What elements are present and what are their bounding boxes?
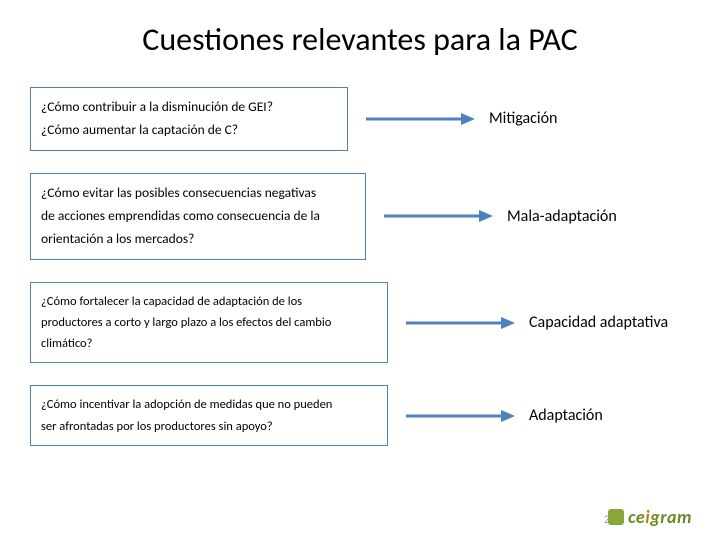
question-line: ¿Cómo incentivar la adopción de medidas … bbox=[41, 394, 377, 415]
arrow-icon bbox=[366, 111, 475, 127]
question-line: de acciones emprendidas como consecuenci… bbox=[41, 205, 355, 228]
category-label: Mala-adaptación bbox=[507, 207, 617, 226]
question-box: ¿Cómo fortalecer la capacidad de adaptac… bbox=[30, 282, 388, 364]
content-row: ¿Cómo fortalecer la capacidad de adaptac… bbox=[30, 282, 690, 364]
content-row: ¿Cómo evitar las posibles consecuencias … bbox=[30, 173, 690, 260]
question-box: ¿Cómo incentivar la adopción de medidas … bbox=[30, 385, 388, 446]
question-line: climático? bbox=[41, 333, 377, 354]
question-line: ¿Cómo fortalecer la capacidad de adaptac… bbox=[41, 291, 377, 312]
category-label: Capacidad adaptativa bbox=[529, 313, 668, 332]
logo-text-post: gram bbox=[650, 506, 692, 528]
logo-text: ceigram bbox=[628, 506, 692, 528]
question-line: ser afrontadas por los productores sin a… bbox=[41, 416, 377, 437]
arrow-icon bbox=[406, 315, 515, 331]
question-line: ¿Cómo evitar las posibles consecuencias … bbox=[41, 182, 355, 205]
slide: Cuestiones relevantes para la PAC ¿Cómo … bbox=[0, 0, 720, 540]
question-line: ¿Cómo aumentar la captación de C? bbox=[41, 119, 337, 142]
content-area: ¿Cómo contribuir a la disminución de GEI… bbox=[30, 87, 690, 446]
question-line: orientación a los mercados? bbox=[41, 228, 355, 251]
category-label: Mitigación bbox=[489, 109, 557, 128]
logo-text-pre: ce bbox=[628, 506, 645, 528]
question-box: ¿Cómo contribuir a la disminución de GEI… bbox=[30, 87, 348, 151]
question-line: productores a corto y largo plazo a los … bbox=[41, 312, 377, 333]
content-row: ¿Cómo contribuir a la disminución de GEI… bbox=[30, 87, 690, 151]
arrow-icon bbox=[406, 408, 515, 424]
content-row: ¿Cómo incentivar la adopción de medidas … bbox=[30, 385, 690, 446]
logo: ceigram bbox=[608, 506, 692, 528]
question-box: ¿Cómo evitar las posibles consecuencias … bbox=[30, 173, 366, 260]
logo-badge-icon bbox=[608, 509, 624, 525]
arrow-icon bbox=[384, 208, 493, 224]
question-line: ¿Cómo contribuir a la disminución de GEI… bbox=[41, 96, 337, 119]
category-label: Adaptación bbox=[529, 406, 603, 425]
slide-title: Cuestiones relevantes para la PAC bbox=[30, 20, 690, 59]
